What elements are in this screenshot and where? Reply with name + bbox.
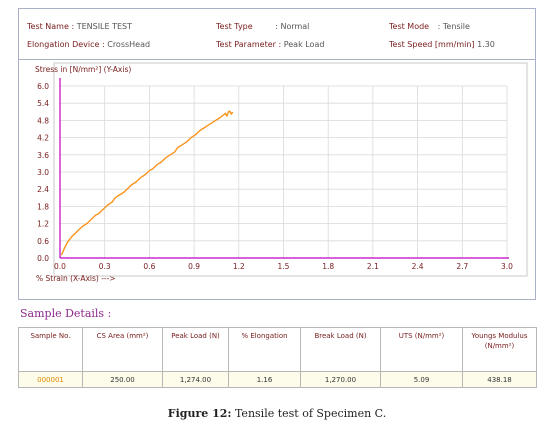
cell-cs-area: 250.00 <box>82 371 163 388</box>
plot-border <box>53 62 528 277</box>
col-peak-load: Peak Load (N) <box>162 327 229 372</box>
col-cs-area: CS Area (mm²) <box>82 327 163 372</box>
x-tick-label: 3.0 <box>501 262 513 271</box>
x-tick-label: 2.1 <box>367 262 379 271</box>
x-tick-label: 1.2 <box>233 262 245 271</box>
y-tick-label: 3.6 <box>37 151 49 160</box>
test-parameter: Test Parameter : Peak Load <box>216 40 325 49</box>
sample-details-title: Sample Details : <box>20 307 112 320</box>
x-tick-label: 2.4 <box>412 262 424 271</box>
figure-caption: Figure 12: Tensile test of Specimen C. <box>0 407 554 420</box>
col-sample-no: Sample No. <box>18 327 83 372</box>
test-name: Test Name : TENSILE TEST <box>27 22 133 31</box>
sample-details-table: Sample No. CS Area (mm²) Peak Load (N) %… <box>18 327 537 388</box>
y-axis-label: Stress in [N/mm²] (Y-Axis) <box>35 65 131 74</box>
cell-peak-load: 1,274.00 <box>162 371 229 388</box>
test-mode: Test Mode : Tensile <box>389 22 470 31</box>
col-uts: UTS (N/mm²) <box>380 327 463 372</box>
y-tick-label: 2.4 <box>37 185 49 194</box>
col-break-load: Break Load (N) <box>300 327 381 372</box>
caption-prefix: Figure 12: <box>167 407 232 420</box>
x-tick-label: 0.6 <box>143 262 155 271</box>
cell-uts: 5.09 <box>380 371 463 388</box>
y-tick-label: 0.0 <box>37 254 49 263</box>
y-tick-label: 4.2 <box>37 134 49 143</box>
y-tick-label: 1.2 <box>37 220 49 229</box>
y-tick-label: 4.8 <box>37 116 49 125</box>
x-tick-label: 0.0 <box>54 262 66 271</box>
table-header-row: Sample No. CS Area (mm²) Peak Load (N) %… <box>18 327 537 372</box>
col-elongation: % Elongation <box>228 327 301 372</box>
x-tick-label: 0.3 <box>99 262 111 271</box>
cell-youngs-modulus: 438.18 <box>462 371 537 388</box>
table-row: 000001 250.00 1,274.00 1.16 1,270.00 5.0… <box>18 371 537 388</box>
stress-strain-curve <box>60 110 234 256</box>
cell-sample-no: 000001 <box>18 371 83 388</box>
y-tick-label: 3.0 <box>37 168 49 177</box>
cell-break-load: 1,270.00 <box>300 371 381 388</box>
y-tick-label: 5.4 <box>37 99 49 108</box>
report-frame: Test Name : TENSILE TEST Elongation Devi… <box>18 8 536 300</box>
test-speed: Test Speed [mm/min] 1.30 <box>389 40 495 49</box>
stress-strain-chart: 0.0 0.3 0.6 0.9 1.2 1.5 1.8 2.1 2.4 2.7 3.0 0.0 0.6 1… <box>35 62 528 283</box>
caption-text: Tensile test of Specimen C. <box>231 407 387 420</box>
elongation-device: Elongation Device : CrossHead <box>27 40 151 49</box>
header-divider <box>19 59 535 60</box>
x-tick-label: 1.8 <box>322 262 334 271</box>
cell-elongation: 1.16 <box>228 371 301 388</box>
x-tick-label: 0.9 <box>188 262 200 271</box>
test-type: Test Type : Normal <box>216 22 310 31</box>
y-tick-label: 6.0 <box>37 82 49 91</box>
y-tick-label: 0.6 <box>37 237 49 246</box>
col-youngs-modulus: Youngs Modulus (N/mm²) <box>462 327 537 372</box>
x-tick-label: 1.5 <box>278 262 290 271</box>
y-tick-label: 1.8 <box>37 202 49 211</box>
x-axis-label: % Strain (X-Axis) ---> <box>36 274 116 283</box>
x-tick-label: 2.7 <box>456 262 468 271</box>
